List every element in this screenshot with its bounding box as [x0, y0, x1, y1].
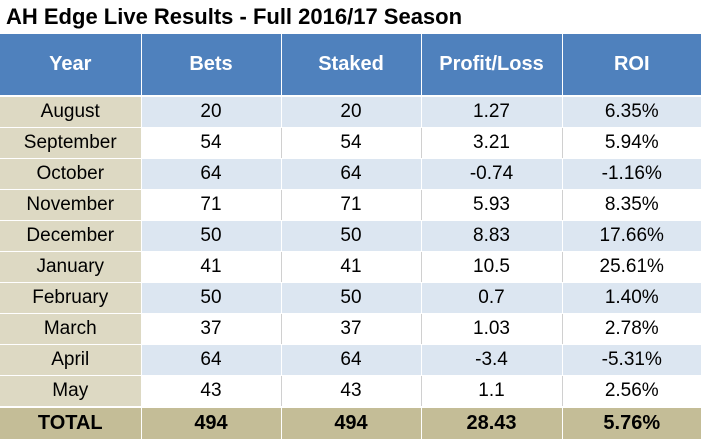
cell-profit-loss: 5.93: [421, 189, 563, 221]
cell-bets: 71: [141, 189, 282, 221]
table-title: AH Edge Live Results - Full 2016/17 Seas…: [0, 0, 701, 34]
cell-month: May: [0, 375, 142, 408]
table-row: February 50 50 0.7 1.40%: [0, 282, 701, 314]
total-staked: 494: [281, 406, 422, 439]
cell-staked: 71: [281, 189, 422, 221]
cell-roi: 2.78%: [562, 313, 701, 345]
cell-staked: 41: [281, 251, 422, 283]
cell-month: March: [0, 313, 142, 345]
header-row: Year Bets Staked Profit/Loss ROI: [0, 34, 701, 97]
table-row: November 71 71 5.93 8.35%: [0, 189, 701, 221]
table-row: March 37 37 1.03 2.78%: [0, 313, 701, 345]
results-table: Year Bets Staked Profit/Loss ROI August 2…: [0, 34, 701, 439]
cell-month: August: [0, 96, 142, 128]
cell-month: December: [0, 220, 142, 252]
cell-profit-loss: 1.03: [421, 313, 563, 345]
cell-roi: 6.35%: [562, 96, 701, 128]
total-bets: 494: [141, 406, 282, 439]
table-row: September 54 54 3.21 5.94%: [0, 127, 701, 159]
cell-staked: 20: [281, 96, 422, 128]
cell-staked: 64: [281, 158, 422, 190]
cell-roi: 2.56%: [562, 375, 701, 408]
cell-profit-loss: 0.7: [421, 282, 563, 314]
total-profit-loss: 28.43: [421, 406, 563, 439]
cell-month: April: [0, 344, 142, 376]
table-body: August 20 20 1.27 6.35% September 54 54 3.21 5.94…: [0, 96, 701, 408]
table-row: October 64 64 -0.74 -1.16%: [0, 158, 701, 190]
cell-roi: -1.16%: [562, 158, 701, 190]
total-row: TOTAL 494 494 28.43 5.76%: [0, 406, 701, 439]
cell-bets: 64: [141, 158, 282, 190]
column-header-roi: ROI: [562, 34, 701, 97]
cell-profit-loss: 10.5: [421, 251, 563, 283]
cell-staked: 64: [281, 344, 422, 376]
column-header-year: Year: [0, 34, 142, 97]
cell-staked: 54: [281, 127, 422, 159]
cell-bets: 50: [141, 282, 282, 314]
cell-bets: 41: [141, 251, 282, 283]
cell-profit-loss: 3.21: [421, 127, 563, 159]
total-roi: 5.76%: [562, 406, 701, 439]
cell-roi: 17.66%: [562, 220, 701, 252]
cell-roi: 5.94%: [562, 127, 701, 159]
cell-month: February: [0, 282, 142, 314]
column-header-staked: Staked: [281, 34, 422, 97]
cell-month: November: [0, 189, 142, 221]
column-header-bets: Bets: [141, 34, 282, 97]
cell-month: January: [0, 251, 142, 283]
cell-staked: 50: [281, 282, 422, 314]
cell-bets: 50: [141, 220, 282, 252]
cell-profit-loss: 8.83: [421, 220, 563, 252]
cell-roi: 1.40%: [562, 282, 701, 314]
cell-bets: 37: [141, 313, 282, 345]
total-label: TOTAL: [0, 406, 142, 439]
cell-bets: 64: [141, 344, 282, 376]
column-header-profit-loss: Profit/Loss: [421, 34, 563, 97]
cell-staked: 37: [281, 313, 422, 345]
table-row: April 64 64 -3.4 -5.31%: [0, 344, 701, 376]
cell-roi: -5.31%: [562, 344, 701, 376]
cell-staked: 43: [281, 375, 422, 408]
cell-roi: 8.35%: [562, 189, 701, 221]
cell-profit-loss: 1.27: [421, 96, 563, 128]
cell-bets: 54: [141, 127, 282, 159]
table-row: December 50 50 8.83 17.66%: [0, 220, 701, 252]
cell-bets: 20: [141, 96, 282, 128]
cell-profit-loss: -0.74: [421, 158, 563, 190]
cell-bets: 43: [141, 375, 282, 408]
cell-profit-loss: -3.4: [421, 344, 563, 376]
cell-staked: 50: [281, 220, 422, 252]
table-row: August 20 20 1.27 6.35%: [0, 96, 701, 128]
table-row: May 43 43 1.1 2.56%: [0, 375, 701, 408]
cell-month: September: [0, 127, 142, 159]
cell-roi: 25.61%: [562, 251, 701, 283]
cell-profit-loss: 1.1: [421, 375, 563, 408]
table-row: January 41 41 10.5 25.61%: [0, 251, 701, 283]
cell-month: October: [0, 158, 142, 190]
